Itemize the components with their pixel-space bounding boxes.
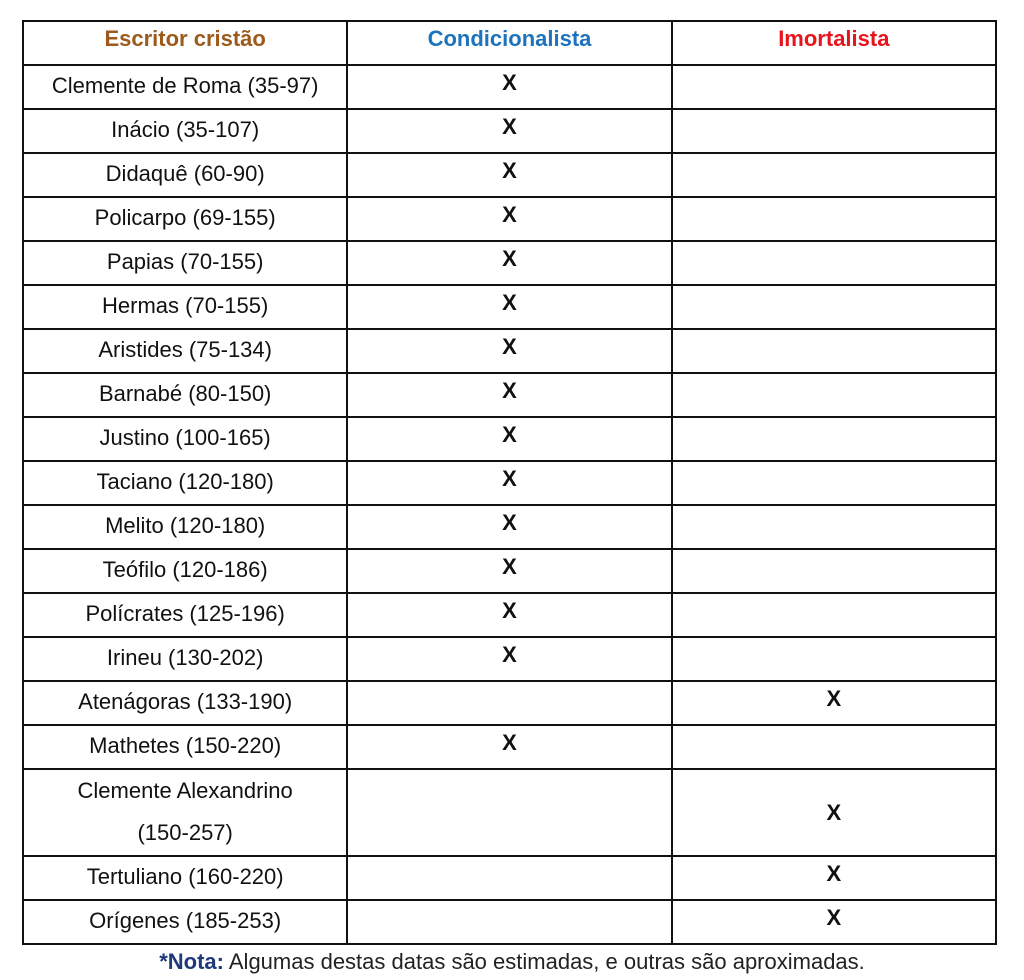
imortalista-cell [670, 196, 998, 242]
table-row: Justino (100-165) X [21, 416, 998, 462]
condicionalista-cell: X [346, 328, 673, 374]
writer-cell: Irineu (130-202) [21, 636, 349, 682]
table-row: Hermas (70-155) X [21, 284, 998, 330]
writer-cell: Melito (120-180) [21, 504, 349, 550]
writers-table: Escritor cristão Condicionalista Imortal… [21, 20, 998, 945]
table-row: Didaquê (60-90) X [21, 152, 998, 198]
condicionalista-cell: X [346, 460, 673, 506]
imortalista-cell: X [670, 855, 998, 901]
condicionalista-cell: X [346, 504, 673, 550]
condicionalista-cell: X [346, 284, 673, 330]
writer-cell: Polícrates (125-196) [21, 592, 349, 638]
writer-cell: Clemente Alexandrino (150-257) [21, 768, 349, 857]
imortalista-cell [670, 416, 998, 462]
table-row: Tertuliano (160-220) X [21, 855, 998, 901]
header-writer: Escritor cristão [21, 20, 349, 66]
condicionalista-cell: X [346, 592, 673, 638]
writer-cell: Didaquê (60-90) [21, 152, 349, 198]
writer-cell: Orígenes (185-253) [21, 899, 349, 945]
imortalista-cell [670, 636, 998, 682]
condicionalista-cell [346, 899, 673, 945]
footnote-text: Algumas destas datas são estimadas, e ou… [223, 949, 865, 974]
condicionalista-cell: X [346, 372, 673, 418]
table-row: Teófilo (120-186) X [21, 548, 998, 594]
imortalista-cell [670, 240, 998, 286]
writer-cell: Justino (100-165) [21, 416, 349, 462]
writer-cell: Aristides (75-134) [21, 328, 349, 374]
table-row: Orígenes (185-253) X [21, 899, 998, 945]
writer-cell: Teófilo (120-186) [21, 548, 349, 594]
table-row: Taciano (120-180) X [21, 460, 998, 506]
writer-cell: Inácio (35-107) [21, 108, 349, 154]
condicionalista-cell: X [346, 64, 673, 110]
imortalista-cell: X [670, 768, 998, 857]
writer-line: (150-257) [137, 820, 233, 845]
writer-cell: Clemente de Roma (35-97) [21, 64, 349, 110]
table-row: Irineu (130-202) X [21, 636, 998, 682]
header-imortalista: Imortalista [670, 20, 998, 66]
imortalista-cell [670, 64, 998, 110]
imortalista-cell [670, 328, 998, 374]
condicionalista-cell: X [346, 636, 673, 682]
condicionalista-cell [346, 680, 673, 726]
writer-cell: Papias (70-155) [21, 240, 349, 286]
imortalista-cell [670, 108, 998, 154]
condicionalista-cell: X [346, 416, 673, 462]
writer-cell: Policarpo (69-155) [21, 196, 349, 242]
imortalista-cell [670, 724, 998, 770]
writer-line: Clemente Alexandrino [77, 778, 293, 803]
condicionalista-cell: X [346, 240, 673, 286]
imortalista-cell [670, 592, 998, 638]
writer-cell: Hermas (70-155) [21, 284, 349, 330]
condicionalista-cell [346, 768, 673, 857]
condicionalista-cell: X [346, 152, 673, 198]
condicionalista-cell: X [346, 196, 673, 242]
header-row: Escritor cristão Condicionalista Imortal… [21, 20, 998, 66]
writer-cell: Atenágoras (133-190) [21, 680, 349, 726]
table-row: Melito (120-180) X [21, 504, 998, 550]
imortalista-cell [670, 548, 998, 594]
writer-cell: Mathetes (150-220) [21, 724, 349, 770]
writer-cell: Taciano (120-180) [21, 460, 349, 506]
condicionalista-cell: X [346, 108, 673, 154]
table-row: Policarpo (69-155) X [21, 196, 998, 242]
writer-cell: Tertuliano (160-220) [21, 855, 349, 901]
table-row: Mathetes (150-220) X [21, 724, 998, 770]
imortalista-cell [670, 284, 998, 330]
table-row: Barnabé (80-150) X [21, 372, 998, 418]
condicionalista-cell: X [346, 724, 673, 770]
condicionalista-cell: X [346, 548, 673, 594]
table-row: Polícrates (125-196) X [21, 592, 998, 638]
table-row: Papias (70-155) X [21, 240, 998, 286]
table-row: Clemente Alexandrino (150-257) X [21, 768, 998, 857]
table-row: Inácio (35-107) X [21, 108, 998, 154]
footnote: *Nota: Algumas destas datas são estimada… [0, 947, 1024, 977]
condicionalista-cell [346, 855, 673, 901]
header-condicionalista: Condicionalista [346, 20, 673, 66]
footnote-label: *Nota: [159, 949, 224, 974]
imortalista-cell [670, 372, 998, 418]
writer-cell: Barnabé (80-150) [21, 372, 349, 418]
table-row: Aristides (75-134) X [21, 328, 998, 374]
imortalista-cell [670, 504, 998, 550]
imortalista-cell: X [670, 899, 998, 945]
imortalista-cell: X [670, 680, 998, 726]
table-row: Atenágoras (133-190) X [21, 680, 998, 726]
imortalista-cell [670, 460, 998, 506]
table-row: Clemente de Roma (35-97) X [21, 64, 998, 110]
imortalista-cell [670, 152, 998, 198]
